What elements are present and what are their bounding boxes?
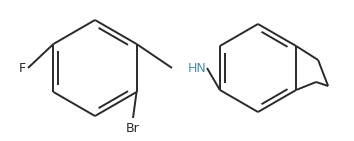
Text: HN: HN (188, 61, 207, 74)
Text: F: F (18, 61, 25, 74)
Text: Br: Br (126, 122, 140, 135)
